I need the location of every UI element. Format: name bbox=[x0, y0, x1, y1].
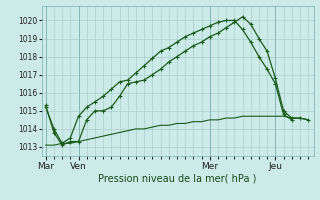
X-axis label: Pression niveau de la mer( hPa ): Pression niveau de la mer( hPa ) bbox=[99, 173, 257, 183]
